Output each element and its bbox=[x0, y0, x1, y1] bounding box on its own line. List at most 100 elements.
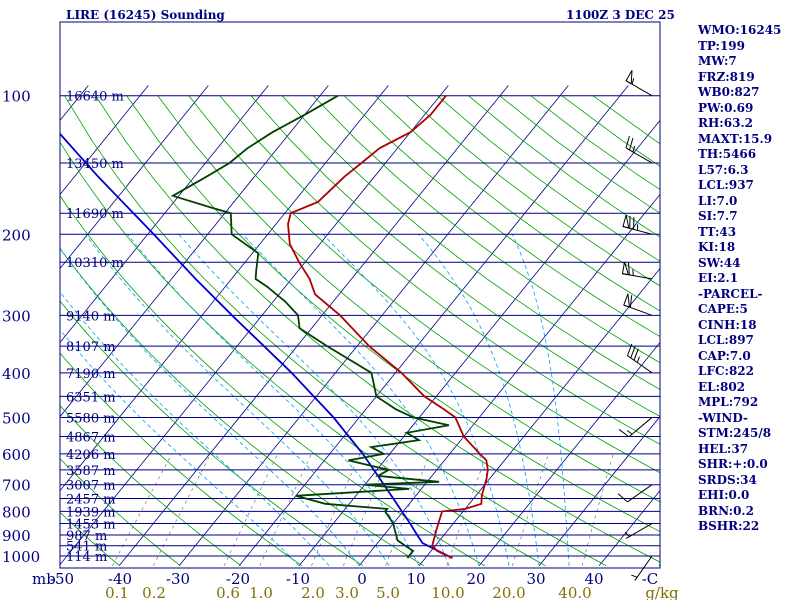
dry-adiabat-line bbox=[0, 96, 59, 566]
height-label: 987 m bbox=[66, 529, 107, 544]
height-label: 2457 m bbox=[66, 492, 116, 507]
moist-adiabat-line bbox=[60, 329, 300, 567]
index-item: MW:7 bbox=[698, 54, 737, 68]
wind-barb-tick bbox=[631, 78, 635, 85]
mixing-ratio-label: 1.0 bbox=[249, 584, 273, 600]
height-label: 541 m bbox=[66, 540, 107, 555]
index-item: CAP:7.0 bbox=[698, 348, 751, 363]
temperature-tick-label: 20 bbox=[466, 570, 485, 588]
index-item: STM:245/8 bbox=[698, 426, 772, 440]
height-label: 8107 m bbox=[66, 340, 116, 355]
dry-adiabat-line bbox=[219, 95, 660, 445]
dry-adiabat-line bbox=[60, 247, 425, 567]
moist-adiabat-line bbox=[127, 234, 420, 566]
pressure-label: 200 bbox=[2, 226, 31, 244]
height-label: 11690 m bbox=[66, 207, 124, 222]
wind-barb-tick bbox=[624, 531, 630, 537]
mixing-ratio-line bbox=[259, 453, 312, 566]
isotherm-line bbox=[118, 85, 509, 567]
index-item: SRDS:34 bbox=[698, 472, 757, 487]
dry-adiabat-line bbox=[126, 95, 660, 533]
dry-adiabat-line bbox=[60, 405, 242, 567]
index-item: -PARCEL- bbox=[698, 286, 763, 301]
index-item: SHR:+:0.0 bbox=[698, 457, 768, 471]
indices-panel: WMO:16245 TP:199 MW:7 FRZ:819 WB0:827 PW:0.69… bbox=[698, 23, 800, 535]
isotherm-line bbox=[298, 119, 660, 567]
index-item: LI:7.0 bbox=[698, 193, 738, 208]
dry-adiabat-line bbox=[343, 95, 660, 338]
mixing-ratio-label: 0.1 bbox=[105, 584, 129, 600]
moist-adiabat-line bbox=[511, 234, 570, 566]
mixing-ratio-label: 5.0 bbox=[376, 584, 400, 600]
pressure-label: 400 bbox=[2, 365, 31, 383]
index-item: TP:199 bbox=[698, 38, 746, 53]
wind-barb bbox=[625, 135, 653, 164]
wind-barb-tick bbox=[626, 430, 633, 435]
wind-barb-tick bbox=[617, 493, 628, 503]
wind-barb-flag bbox=[625, 70, 633, 85]
index-item: WMO:16245 bbox=[698, 23, 782, 37]
wind-barb-tick bbox=[630, 346, 636, 359]
moist-adiabat-line bbox=[178, 234, 450, 566]
dry-adiabat-line bbox=[60, 194, 485, 567]
dry-adiabat-line bbox=[60, 141, 546, 567]
wind-barb-staff bbox=[627, 484, 653, 503]
dry-adiabat-line bbox=[375, 95, 660, 312]
height-label: 5580 m bbox=[66, 411, 116, 426]
dry-adiabat-line bbox=[60, 352, 303, 567]
isotherm-line bbox=[358, 193, 660, 567]
height-label: 1939 m bbox=[66, 505, 116, 520]
mixing-ratio-label: 0.2 bbox=[142, 584, 166, 600]
index-item: CINH:18 bbox=[698, 317, 757, 332]
wind-barb-tick bbox=[629, 137, 634, 151]
temperature-tick-label: 30 bbox=[526, 570, 545, 588]
dry-adiabat-line bbox=[60, 458, 181, 567]
wind-barb bbox=[618, 417, 653, 438]
pressure-label: 300 bbox=[2, 307, 31, 325]
index-item: L57:6.3 bbox=[698, 162, 749, 177]
temperature-tick-label: -C bbox=[642, 570, 659, 588]
wind-barb bbox=[624, 523, 653, 539]
dry-adiabat-line bbox=[312, 95, 660, 364]
wind-barb-tick bbox=[618, 429, 630, 438]
temperature-tick-label: -30 bbox=[166, 570, 190, 588]
index-item: MPL:792 bbox=[698, 395, 759, 409]
wind-barb-tick bbox=[631, 574, 638, 578]
mixing-ratio-label: 2.0 bbox=[301, 584, 325, 600]
wind-barb-tick bbox=[633, 348, 639, 361]
wind-barb-flag bbox=[622, 214, 630, 229]
moist-adiabat-line bbox=[242, 234, 480, 566]
wind-barb-staff bbox=[627, 355, 653, 374]
height-label: 10310 m bbox=[66, 256, 124, 271]
wind-barb-staff bbox=[625, 523, 653, 539]
pressure-label: 900 bbox=[2, 527, 31, 545]
pressure-label: 100 bbox=[2, 88, 31, 106]
height-label: 3007 m bbox=[66, 479, 116, 494]
index-item: LCL:937 bbox=[698, 178, 754, 192]
mixing-ratio-label: 20.0 bbox=[492, 584, 525, 600]
isotherm-line bbox=[60, 85, 329, 418]
temperature-tick-label: -10 bbox=[286, 570, 310, 588]
index-item: EI:2.1 bbox=[698, 271, 739, 285]
wind-barb-tick bbox=[636, 356, 640, 363]
index-item: TT:43 bbox=[698, 224, 737, 239]
isotherm-line bbox=[538, 415, 660, 567]
pressure-label: 700 bbox=[2, 477, 31, 495]
wind-barb-tick bbox=[626, 343, 633, 356]
isotherm-line bbox=[60, 85, 389, 492]
temperature-tick-label: -40 bbox=[108, 570, 132, 588]
temperature-tick-label: 40 bbox=[584, 570, 603, 588]
mixing-ratio-unit: g/kg bbox=[645, 584, 679, 600]
pressure-label: 500 bbox=[2, 409, 31, 427]
height-label: 114 m bbox=[66, 550, 107, 565]
wind-barb bbox=[626, 343, 653, 374]
mixing-ratio-line bbox=[343, 453, 391, 566]
wind-barb bbox=[622, 214, 653, 235]
temperature-trace bbox=[287, 95, 489, 559]
mixing-ratio-line bbox=[223, 453, 278, 566]
pressure-unit: mb bbox=[32, 570, 56, 588]
wind-barb-flag bbox=[623, 293, 631, 308]
isotherm-line bbox=[60, 85, 149, 196]
mixing-ratio-label: 40.0 bbox=[558, 584, 591, 600]
index-item: HEL:37 bbox=[698, 441, 749, 456]
